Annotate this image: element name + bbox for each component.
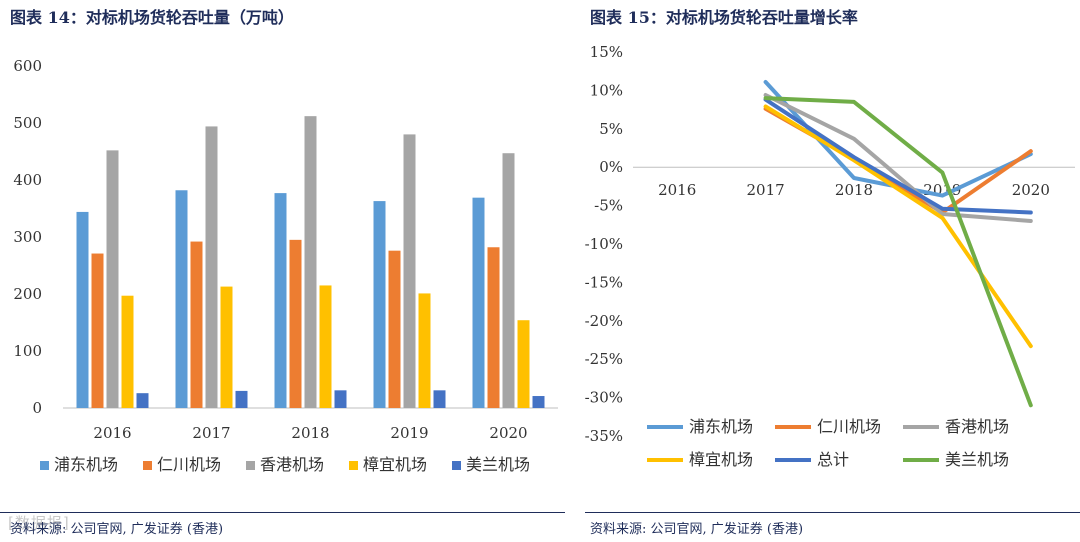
legend-label-series-5: 美兰机场 — [945, 450, 1009, 469]
bar-series-3-2016 — [121, 295, 134, 408]
bar-series-2-2017 — [205, 126, 218, 409]
bar-series-1-2017 — [190, 241, 203, 408]
bar-series-4-2018 — [334, 390, 347, 408]
bar-series-0-2019 — [373, 201, 386, 408]
x-tick-label: 2017 — [192, 424, 230, 442]
x-tick-label: 2020 — [489, 424, 527, 442]
y-tick-label: 0% — [599, 158, 623, 176]
legend-swatch-series-0 — [40, 461, 49, 470]
line-chart: 15% 10% 5% 0% -5% -10% -15% -20% -25% -30% -35% 201… — [585, 43, 1075, 469]
y-tick-label: 600 — [13, 57, 42, 75]
bar-series-3-2020 — [517, 320, 530, 408]
right-source-note: 资料来源: 公司官网, 广发证券 (香港) — [590, 522, 804, 537]
x-tick-label: 2020 — [1012, 181, 1050, 199]
watermark: [数据报] — [8, 514, 70, 532]
y-tick-label: -10% — [585, 235, 623, 253]
left-source-note: 资料来源: 公司官网, 广发证券 (香港) — [10, 522, 224, 537]
bar-chart: 0 100 200 300 400 500 600 2016 2017 2018 2019 2020 浦… — [13, 57, 558, 474]
bar-series-0-2016 — [76, 211, 89, 408]
right-chart-title: 图表 15：对标机场货轮吞吐量增长率 — [590, 8, 858, 27]
legend-label-series-0: 浦东机场 — [689, 417, 753, 436]
legend-label-series-3: 樟宜机场 — [689, 450, 753, 469]
legend-label-series-4: 总计 — [817, 450, 849, 469]
x-tick-label: 2018 — [835, 181, 873, 199]
legend-label-series-1: 仁川机场 — [157, 455, 221, 474]
bar-series-2-2016 — [106, 150, 119, 409]
legend-label-series-2: 香港机场 — [260, 455, 324, 474]
legend-label-series-3: 樟宜机场 — [363, 455, 427, 474]
bar-series-1-2018 — [289, 239, 302, 408]
y-tick-label: -30% — [585, 389, 623, 407]
legend-label-series-1: 仁川机场 — [817, 417, 881, 436]
y-tick-label: 15% — [590, 43, 623, 61]
legend-swatch-series-2 — [246, 461, 255, 470]
y-tick-label: -35% — [585, 427, 623, 445]
bar-series-1-2020 — [487, 247, 500, 408]
right-footer-rule — [585, 512, 1080, 513]
bar-series-2-2019 — [403, 134, 416, 408]
x-tick-label: 2019 — [390, 424, 428, 442]
x-tick-label: 2016 — [658, 181, 696, 199]
y-tick-label: -25% — [585, 350, 623, 368]
y-tick-label: -5% — [594, 197, 623, 215]
y-tick-label: -15% — [585, 273, 623, 291]
y-tick-label: 5% — [599, 120, 623, 138]
bar-series-2-2018 — [304, 116, 317, 408]
y-tick-label: 400 — [13, 171, 42, 189]
legend-label-series-2: 香港机场 — [945, 417, 1009, 436]
y-tick-label: -20% — [585, 312, 623, 330]
bar-series-0-2017 — [175, 190, 188, 408]
line-series-4 — [763, 97, 1033, 215]
bar-series-3-2019 — [418, 293, 431, 408]
line-series-3 — [763, 104, 1033, 349]
bar-series-4-2019 — [433, 390, 446, 408]
bar-series-2-2020 — [502, 153, 515, 408]
x-tick-label: 2017 — [747, 181, 785, 199]
line-series-5 — [763, 96, 1033, 408]
legend-swatch-series-4 — [452, 461, 461, 470]
legend-label-series-4: 美兰机场 — [466, 455, 530, 474]
line-series-2 — [763, 93, 1033, 223]
bar-series-1-2016 — [91, 253, 104, 408]
legend-swatch-series-3 — [349, 461, 358, 470]
legend-label-series-0: 浦东机场 — [54, 455, 118, 474]
bar-series-0-2018 — [274, 193, 287, 408]
bar-series-4-2017 — [235, 390, 248, 408]
y-tick-label: 0 — [32, 399, 42, 417]
y-tick-label: 500 — [13, 114, 42, 132]
bar-series-3-2017 — [220, 286, 233, 408]
bar-series-1-2019 — [388, 250, 401, 408]
y-tick-label: 200 — [13, 285, 42, 303]
left-footer-rule — [0, 512, 565, 513]
y-tick-label: 100 — [13, 342, 42, 360]
bar-series-4-2020 — [532, 396, 545, 408]
bar-series-3-2018 — [319, 285, 332, 408]
bar-series-0-2020 — [472, 197, 485, 408]
y-tick-label: 10% — [590, 81, 623, 99]
legend-swatch-series-1 — [143, 461, 152, 470]
bar-series-4-2016 — [136, 393, 149, 408]
x-tick-label: 2016 — [93, 424, 131, 442]
y-tick-label: 300 — [13, 228, 42, 246]
left-chart-title: 图表 14：对标机场货轮吞吐量（万吨） — [10, 8, 294, 27]
x-tick-label: 2018 — [291, 424, 329, 442]
